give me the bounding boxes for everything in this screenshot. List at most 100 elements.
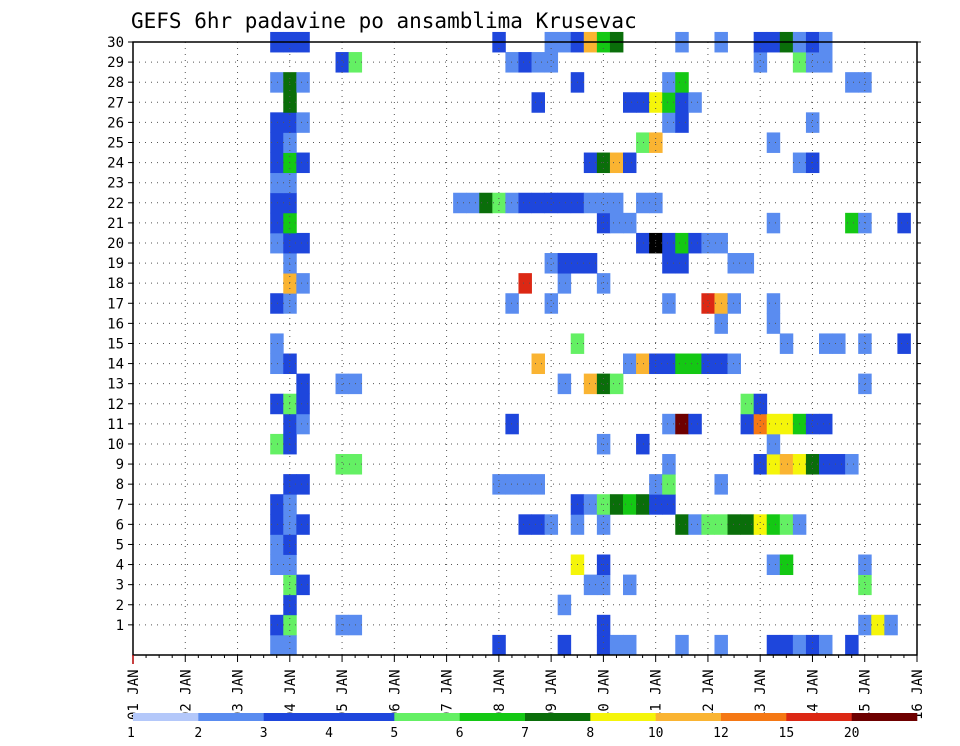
data-cell	[766, 212, 781, 234]
data-cell	[766, 433, 781, 455]
axes-layer: 1234567891011121314151617181920212223242…	[107, 35, 926, 720]
y-tick-label: 26	[107, 115, 124, 131]
data-cell	[296, 474, 310, 495]
data-cell	[270, 634, 284, 656]
data-cell	[779, 634, 794, 656]
legend-label: 15	[779, 726, 795, 741]
y-tick-label: 19	[107, 256, 124, 272]
data-cell	[675, 413, 689, 435]
data-cell	[740, 393, 755, 415]
data-cell	[845, 72, 859, 93]
data-cell	[335, 454, 349, 475]
data-cell	[270, 433, 284, 455]
data-cell	[740, 413, 755, 435]
data-cell	[531, 514, 545, 535]
data-cell	[609, 212, 624, 234]
data-cell	[296, 232, 310, 254]
data-cell	[636, 494, 650, 515]
data-cell	[727, 253, 741, 274]
data-cell	[531, 353, 545, 375]
y-tick-label: 12	[107, 397, 124, 413]
data-cell	[296, 574, 310, 596]
y-tick-label: 20	[107, 236, 124, 252]
data-cell	[518, 474, 532, 495]
data-cell	[283, 514, 297, 535]
data-cell	[283, 474, 297, 495]
cells-layer	[270, 31, 911, 656]
data-cell	[283, 212, 297, 234]
legend-label: 5	[390, 726, 398, 741]
data-cell	[701, 514, 715, 535]
data-cell	[805, 413, 820, 435]
y-tick-label: 16	[107, 316, 124, 332]
data-cell	[819, 454, 833, 475]
y-tick-label: 10	[107, 437, 124, 453]
data-cell	[609, 152, 624, 174]
data-cell	[832, 454, 846, 475]
data-cell	[270, 232, 284, 254]
legend-label: 7	[521, 726, 529, 741]
legend-label: 4	[325, 726, 333, 741]
data-cell	[518, 52, 532, 73]
data-cell	[557, 634, 572, 656]
data-cell	[557, 273, 572, 294]
data-cell	[583, 373, 598, 395]
legend-swatch	[133, 713, 199, 721]
data-cell	[727, 514, 741, 535]
y-tick-label: 6	[116, 517, 124, 533]
data-cell	[792, 634, 807, 656]
data-cell	[779, 554, 794, 576]
data-cell	[688, 232, 702, 254]
data-cell	[805, 454, 820, 475]
data-cell	[596, 273, 611, 294]
legend-label: 3	[260, 726, 268, 741]
data-cell	[335, 614, 349, 636]
x-tick-label: 03 JAN	[231, 669, 247, 720]
data-cell	[544, 253, 559, 274]
data-cell	[688, 514, 702, 535]
data-cell	[270, 494, 284, 515]
x-tick-label: 01 JAN	[126, 669, 142, 720]
data-cell	[871, 614, 885, 636]
data-cell	[675, 92, 689, 113]
data-cell	[335, 52, 349, 73]
y-tick-label: 5	[116, 537, 124, 553]
data-cell	[819, 333, 833, 354]
data-cell	[453, 192, 467, 214]
data-cell	[701, 232, 715, 254]
data-cell	[662, 474, 676, 495]
data-cell	[779, 454, 794, 475]
data-cell	[858, 614, 872, 636]
y-tick-label: 13	[107, 377, 124, 393]
x-tick-label: 15 JAN	[858, 669, 874, 720]
data-cell	[596, 634, 611, 656]
data-cell	[688, 92, 702, 113]
data-cell	[296, 413, 310, 435]
y-tick-label: 30	[107, 35, 124, 51]
legend-swatch	[263, 713, 330, 721]
data-cell	[766, 554, 781, 576]
x-tick-label: 07 JAN	[440, 669, 456, 720]
data-cell	[283, 353, 297, 375]
data-cell	[766, 634, 781, 656]
data-cell	[819, 413, 833, 435]
data-cell	[270, 192, 284, 214]
data-cell	[505, 192, 519, 214]
data-cell	[283, 232, 297, 254]
legend-swatch	[590, 713, 656, 721]
data-cell	[609, 494, 624, 515]
data-cell	[270, 132, 284, 153]
data-cell	[858, 574, 872, 596]
data-cell	[270, 172, 284, 194]
data-cell	[701, 353, 715, 375]
data-cell	[623, 152, 637, 174]
data-cell	[779, 413, 794, 435]
data-cell	[531, 192, 545, 214]
data-cell	[897, 212, 911, 234]
data-cell	[662, 413, 676, 435]
data-cell	[283, 614, 297, 636]
data-cell	[675, 232, 689, 254]
data-cell	[662, 494, 676, 515]
data-cell	[609, 373, 624, 395]
